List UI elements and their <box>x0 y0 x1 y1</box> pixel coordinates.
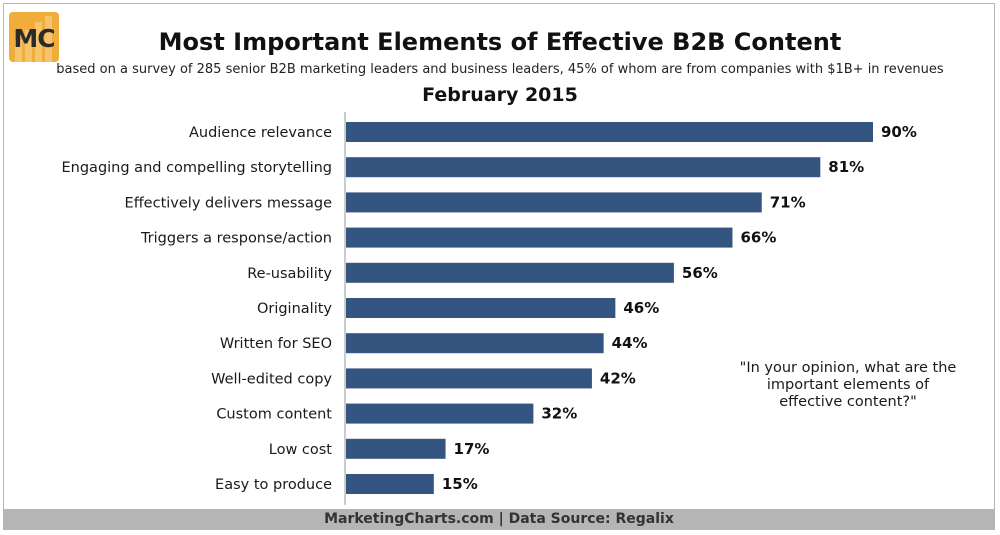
value-label: 46% <box>623 299 659 317</box>
bar <box>346 298 616 318</box>
category-label: Engaging and compelling storytelling <box>62 160 333 176</box>
bar <box>346 474 434 494</box>
value-label: 15% <box>442 475 478 493</box>
marketingcharts-logo: MC <box>9 12 59 62</box>
bar <box>346 157 821 178</box>
bar <box>346 227 733 248</box>
footer-source: MarketingCharts.com | Data Source: Regal… <box>3 509 995 530</box>
bar <box>346 403 534 424</box>
category-label: Originality <box>257 301 332 317</box>
bar <box>346 262 674 283</box>
category-label: Easy to produce <box>215 477 332 493</box>
category-label: Re-usability <box>247 266 332 282</box>
value-label: 90% <box>881 123 917 141</box>
category-label: Effectively delivers message <box>125 195 333 211</box>
chart-subtitle: based on a survey of 285 senior B2B mark… <box>56 62 944 77</box>
bar <box>346 368 592 389</box>
category-label: Triggers a response/action <box>140 231 332 247</box>
category-label: Audience relevance <box>189 125 332 141</box>
chart-date: February 2015 <box>422 84 578 106</box>
category-label: Written for SEO <box>220 336 332 352</box>
value-label: 66% <box>740 229 776 247</box>
survey-question-note: "In your opinion, what are the important… <box>739 360 957 410</box>
bar-chart: Audience relevance 90% Engaging and compel… <box>62 112 917 505</box>
value-label: 17% <box>454 440 490 458</box>
logo-text: MC <box>13 24 55 53</box>
logo-bars-icon <box>15 16 52 62</box>
value-label: 81% <box>828 158 864 176</box>
value-label: 42% <box>600 369 636 387</box>
value-label: 71% <box>770 193 806 211</box>
category-label: Custom content <box>216 407 332 423</box>
category-label: Well-edited copy <box>211 371 332 387</box>
value-label: 32% <box>541 405 577 423</box>
bar <box>346 333 604 354</box>
bar <box>346 192 762 213</box>
value-label: 44% <box>612 334 648 352</box>
category-label: Low cost <box>269 442 333 458</box>
value-label: 56% <box>682 264 718 282</box>
bar <box>346 122 873 142</box>
chart-title: Most Important Elements of Effective B2B… <box>158 28 842 56</box>
bar <box>346 438 446 459</box>
